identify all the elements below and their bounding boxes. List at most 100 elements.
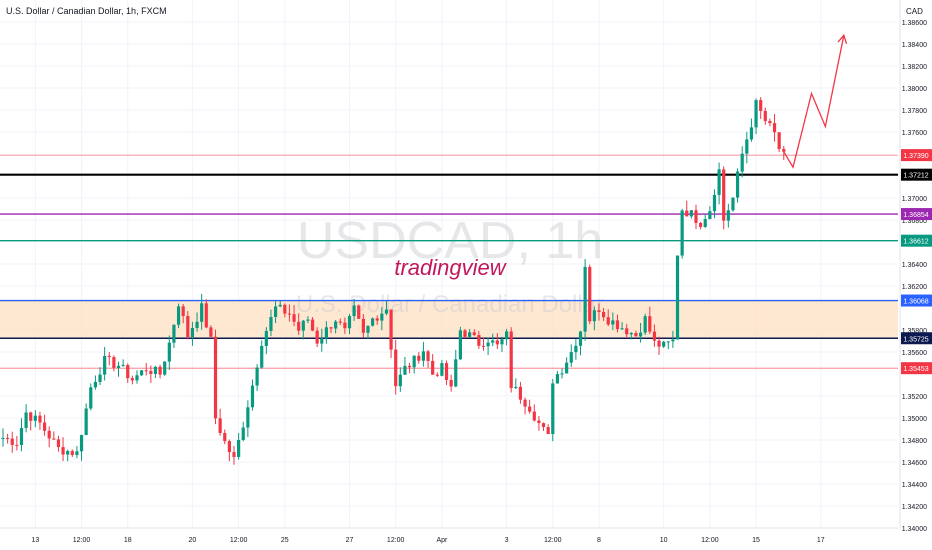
- candle-body: [190, 327, 195, 338]
- candle-body: [523, 399, 527, 407]
- price-level-label: 1.36068: [903, 299, 928, 306]
- candle-body: [15, 444, 19, 446]
- candle-body: [264, 330, 268, 346]
- candle-body: [98, 374, 102, 382]
- candle-body: [24, 412, 28, 428]
- candle-body: [454, 359, 458, 387]
- candle-body: [343, 322, 347, 329]
- candle-body: [541, 423, 546, 428]
- candle-body: [491, 340, 495, 343]
- price-tick-label: 1.38400: [902, 42, 927, 49]
- candle-body: [306, 319, 310, 321]
- candle-body: [754, 100, 758, 128]
- candle-body: [398, 374, 402, 387]
- candle-body: [204, 303, 208, 328]
- candle-body: [366, 325, 370, 333]
- candle-body: [477, 334, 481, 346]
- candle-body: [708, 211, 712, 220]
- price-level-badge: [901, 294, 932, 307]
- candle-body: [662, 341, 666, 347]
- candle-body: [500, 339, 504, 345]
- candle-body: [375, 318, 379, 321]
- time-axis[interactable]: 13 12:00 18 20 12:00 25 27 12:00 Apr 3 12:00 8 10 12:…: [0, 527, 898, 544]
- candle-body: [546, 427, 550, 435]
- price-level-badge: [901, 149, 932, 162]
- watermark-name: U.S. Dollar / Canadian Dollar: [296, 291, 604, 318]
- candle-body: [29, 412, 33, 421]
- price-tick-label: 1.34800: [902, 438, 927, 445]
- time-tick-label: 12:00: [73, 537, 91, 544]
- candle-body: [680, 210, 684, 256]
- time-tick-label: 12:00: [544, 537, 562, 544]
- candle-body: [246, 407, 250, 428]
- candle-body: [518, 386, 523, 400]
- candle-body: [759, 100, 763, 111]
- candle-body: [10, 438, 14, 445]
- candle-body: [116, 365, 121, 368]
- candle-body: [694, 210, 698, 223]
- price-level-label: 1.35453: [903, 366, 928, 373]
- candle-body: [144, 370, 148, 372]
- symbol-title: U.S. Dollar / Canadian Dollar, 1h, FXCM: [6, 6, 167, 16]
- candle-body: [195, 321, 199, 328]
- candle-body: [107, 355, 111, 358]
- support-zone: [0, 300, 898, 339]
- time-tick-label: 13: [31, 537, 39, 544]
- candle-body: [260, 345, 264, 368]
- candle-body: [269, 317, 273, 331]
- price-level-badge: [901, 208, 932, 221]
- candle-body: [56, 439, 61, 448]
- candle-body: [588, 266, 592, 322]
- candle-body: [648, 316, 652, 332]
- candle-body: [140, 370, 144, 376]
- candle-body: [578, 331, 583, 346]
- candle-body: [158, 366, 162, 375]
- horizontal-levels: [0, 154, 898, 369]
- price-tick-label: 1.34600: [902, 460, 927, 467]
- price-tick-label: 1.38600: [902, 20, 927, 27]
- candle-body: [537, 420, 541, 424]
- candle-body: [606, 317, 610, 325]
- candle-body: [495, 340, 499, 345]
- candle-body: [75, 451, 79, 456]
- candle-body: [528, 406, 532, 412]
- candle-body: [592, 310, 596, 322]
- price-axis[interactable]: 1.38600 1.38400 1.38200 1.38000 1.37800 1.376…: [899, 0, 932, 550]
- candle-body: [320, 338, 324, 344]
- candle-body: [486, 342, 490, 347]
- candle-body: [574, 345, 578, 353]
- candle-body: [79, 434, 84, 452]
- candle-body: [283, 304, 287, 314]
- candle-body: [47, 430, 51, 439]
- candle-body: [481, 345, 486, 347]
- candle-body: [223, 433, 227, 442]
- candle-body: [273, 306, 278, 318]
- candle-body: [421, 351, 426, 361]
- candle-body: [699, 222, 703, 227]
- candle-body: [126, 364, 130, 379]
- price-axis-bg: [900, 0, 932, 550]
- candle-body: [731, 197, 735, 211]
- candle-body: [371, 318, 375, 326]
- candle-body: [412, 355, 416, 368]
- candle-body: [52, 438, 56, 440]
- candle-body: [735, 171, 740, 198]
- candle-body: [768, 121, 772, 124]
- price-tick-label: 1.34400: [902, 482, 927, 489]
- candle-body: [324, 327, 328, 339]
- candle-body: [70, 451, 74, 456]
- time-tick-label: 12:00: [230, 537, 248, 544]
- time-tick-label: 20: [189, 537, 197, 544]
- candle-body: [361, 318, 365, 333]
- candle-body: [643, 316, 647, 333]
- candle-body: [103, 355, 107, 375]
- candle-body: [213, 336, 218, 419]
- tradingview-logo: tradingview: [394, 255, 507, 280]
- candle-body: [407, 365, 412, 368]
- candle-body: [287, 313, 292, 315]
- time-tick-label: 27: [346, 537, 354, 544]
- candle-body: [565, 362, 569, 374]
- watermark: USDCAD, 1h U.S. Dollar / Canadian Dollar…: [296, 212, 604, 318]
- candle-body: [782, 148, 786, 152]
